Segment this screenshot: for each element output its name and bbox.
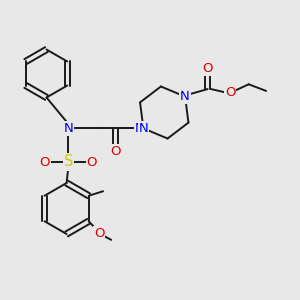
Text: N: N: [135, 122, 144, 135]
Text: O: O: [225, 86, 235, 99]
Text: O: O: [40, 155, 50, 169]
Text: O: O: [202, 62, 213, 75]
Text: N: N: [64, 122, 73, 135]
Text: N: N: [139, 122, 148, 135]
Text: O: O: [87, 155, 97, 169]
Text: N: N: [180, 90, 190, 103]
Text: O: O: [110, 145, 121, 158]
Text: S: S: [64, 154, 73, 169]
Text: O: O: [94, 227, 104, 240]
